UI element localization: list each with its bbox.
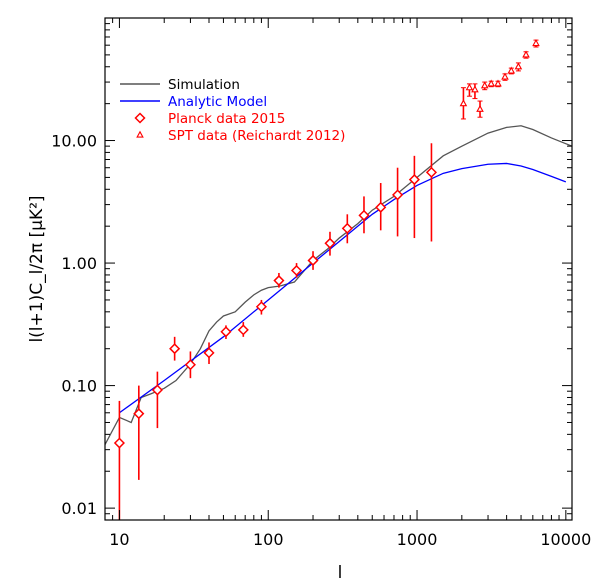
series-line [119, 162, 567, 414]
legend-swatch [136, 130, 144, 138]
data-point [522, 50, 530, 58]
data-point [273, 274, 285, 287]
data-point [169, 343, 181, 355]
data-point [237, 324, 249, 336]
data-point [471, 85, 479, 93]
data-point [392, 189, 404, 201]
data-point [341, 222, 353, 234]
x-tick-label: 10 [109, 530, 129, 549]
data-point [151, 384, 163, 396]
legend-swatch [134, 112, 146, 124]
data-point [408, 174, 420, 186]
data-point [307, 254, 319, 267]
x-tick-label: 10000 [540, 530, 591, 549]
legend-label: SPT data (Reichardt 2012) [168, 128, 345, 144]
data-point [290, 264, 303, 277]
data-point [133, 408, 145, 420]
data-point [494, 79, 502, 87]
legend-label: Analytic Model [168, 94, 267, 110]
y-tick-label: 0.01 [61, 499, 97, 518]
axis-layer: 10 100 1000 10000 0.01 0.10 1.00 10.00 [51, 17, 591, 549]
x-tick-label: 100 [253, 530, 284, 549]
data-point [324, 237, 336, 249]
legend-label: Planck data 2015 [168, 111, 285, 127]
data-point [514, 62, 523, 70]
y-tick-label: 10.00 [51, 132, 97, 151]
data-point [184, 359, 196, 371]
legend-label: Simulation [168, 77, 240, 93]
data-point [532, 39, 540, 47]
data-point [465, 83, 474, 91]
y-tick-label: 0.10 [61, 377, 97, 396]
data-point [487, 79, 495, 87]
data-point [358, 209, 370, 221]
y-tick-label: 1.00 [61, 254, 97, 273]
data-point [501, 72, 509, 80]
series-line [105, 125, 572, 445]
data-point [203, 347, 215, 359]
data-point [459, 99, 468, 107]
y-axis-label: l(l+1)C_l/2π [μK²] [27, 195, 47, 342]
data-point [425, 166, 438, 178]
x-axis-label: l [338, 563, 343, 582]
data-point [255, 301, 267, 313]
data-point [480, 81, 489, 89]
data-point [507, 66, 516, 74]
data-point [476, 104, 484, 112]
x-tick-label: 1000 [397, 530, 438, 549]
data-point [113, 437, 125, 449]
data-point [375, 201, 387, 213]
data-point [220, 326, 232, 338]
series-layer [105, 39, 572, 520]
